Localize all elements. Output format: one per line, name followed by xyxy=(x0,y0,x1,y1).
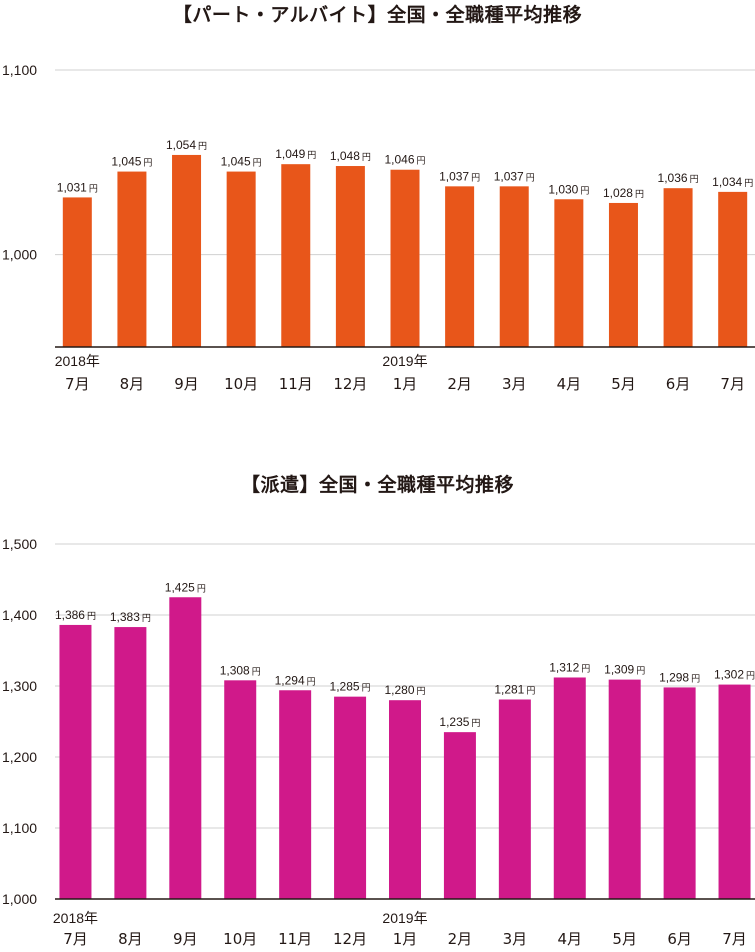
x-tick-label: 1月 xyxy=(393,375,418,393)
data-label: 1,312 円 xyxy=(549,660,590,674)
x-tick-label: 12月 xyxy=(333,375,367,393)
data-label: 1,294 円 xyxy=(275,673,316,687)
x-tick-label: 7月 xyxy=(720,375,745,393)
chart-title: 【派遣】全国・全職種平均推移 xyxy=(240,474,514,496)
data-label: 1,281 円 xyxy=(494,682,535,696)
part-time-chart: 【パート・アルバイト】全国・全職種平均推移 1,000 1,100 1,031 円 7月… xyxy=(0,0,755,420)
data-label: 1,302 円 xyxy=(714,668,755,682)
x-tick-label: 11月 xyxy=(278,930,312,948)
x-tick-label: 2月 xyxy=(448,930,473,948)
bar xyxy=(718,191,748,347)
bar xyxy=(172,154,202,347)
x-tick-label: 4月 xyxy=(557,930,582,948)
data-label: 1,309 円 xyxy=(604,663,645,677)
part-time-chart-svg: 1,000 1,100 1,031 円 7月 1,045 円 8月 1,054 円 9月 1,045 円… xyxy=(2,62,755,393)
x-tick-label: 7月 xyxy=(63,930,88,948)
bar xyxy=(389,700,421,899)
bar xyxy=(663,188,693,347)
data-label: 1,285 円 xyxy=(330,680,371,694)
bar xyxy=(608,679,641,899)
data-label: 1,383 円 xyxy=(110,610,151,624)
bar xyxy=(498,699,531,899)
x-tick-label: 1月 xyxy=(393,930,418,948)
data-label: 1,049 円 xyxy=(275,147,316,161)
data-label: 1,030 円 xyxy=(548,182,589,196)
bar xyxy=(443,732,476,899)
data-label: 1,425 円 xyxy=(165,580,206,594)
bar xyxy=(334,696,367,899)
x-tick-label: 5月 xyxy=(612,930,637,948)
x-tick-label: 4月 xyxy=(557,375,582,393)
data-label: 1,048 円 xyxy=(330,149,371,163)
bar xyxy=(224,680,257,899)
x-tick-label: 8月 xyxy=(120,375,145,393)
data-label: 1,308 円 xyxy=(220,663,261,677)
y-tick-label: 1,100 xyxy=(2,820,37,836)
x-year-label: 2018年 xyxy=(55,353,100,369)
data-label: 1,045 円 xyxy=(111,155,152,169)
chart-title: 【パート・アルバイト】全国・全職種平均推移 xyxy=(172,4,583,26)
dispatch-chart: 【派遣】全国・全職種平均推移 1,000 1,100 1,200 1,300 1,400… xyxy=(0,470,755,952)
y-tick-label: 1,000 xyxy=(2,891,37,907)
x-year-label: 2018年 xyxy=(53,910,98,926)
data-label: 1,034 円 xyxy=(712,175,753,189)
y-tick-label: 1,000 xyxy=(2,247,37,263)
x-tick-label: 11月 xyxy=(279,375,313,393)
x-tick-label: 12月 xyxy=(333,930,367,948)
x-tick-label: 8月 xyxy=(118,930,143,948)
y-tick-label: 1,400 xyxy=(2,607,37,623)
x-year-label: 2019年 xyxy=(382,910,427,926)
bar xyxy=(117,171,147,347)
data-label: 1,036 円 xyxy=(658,171,699,185)
x-tick-label: 9月 xyxy=(174,375,199,393)
data-label: 1,054 円 xyxy=(166,138,207,152)
bar xyxy=(554,199,584,347)
data-label: 1,235 円 xyxy=(439,715,480,729)
x-tick-label: 3月 xyxy=(503,930,528,948)
x-tick-label: 6月 xyxy=(666,375,691,393)
x-tick-label: 2月 xyxy=(447,375,472,393)
data-label: 1,045 円 xyxy=(221,155,262,169)
x-tick-label: 7月 xyxy=(722,930,747,948)
x-year-label: 2019年 xyxy=(382,353,427,369)
bar xyxy=(553,677,586,899)
x-tick-label: 7月 xyxy=(65,375,90,393)
dispatch-chart-svg: 1,000 1,100 1,200 1,300 1,400 1,500 1,386 円 7月 1,… xyxy=(2,536,755,948)
bar xyxy=(718,684,751,899)
bar xyxy=(114,627,147,899)
bar xyxy=(62,197,92,347)
x-tick-label: 5月 xyxy=(611,375,636,393)
x-tick-label: 10月 xyxy=(223,930,257,948)
data-label: 1,028 円 xyxy=(603,186,644,200)
x-tick-label: 9月 xyxy=(173,930,198,948)
bar xyxy=(59,624,92,899)
bar xyxy=(335,166,365,347)
bar xyxy=(279,690,312,899)
data-label: 1,031 円 xyxy=(57,180,98,194)
data-label: 1,386 円 xyxy=(55,608,96,622)
bar xyxy=(169,597,202,899)
data-label: 1,037 円 xyxy=(439,169,480,183)
y-tick-label: 1,500 xyxy=(2,536,37,552)
bar xyxy=(281,164,311,347)
data-label: 1,298 円 xyxy=(659,670,700,684)
y-tick-label: 1,200 xyxy=(2,749,37,765)
x-tick-label: 6月 xyxy=(667,930,692,948)
data-label: 1,280 円 xyxy=(384,683,425,697)
x-tick-label: 3月 xyxy=(502,375,527,393)
x-tick-label: 10月 xyxy=(224,375,258,393)
bar xyxy=(390,169,420,347)
bar xyxy=(663,687,696,899)
bar xyxy=(226,171,256,347)
data-label: 1,046 円 xyxy=(384,153,425,167)
bar xyxy=(499,186,529,347)
y-tick-label: 1,300 xyxy=(2,678,37,694)
data-label: 1,037 円 xyxy=(494,169,535,183)
y-tick-label: 1,100 xyxy=(2,62,37,78)
bar xyxy=(445,186,475,347)
bar xyxy=(608,202,638,347)
